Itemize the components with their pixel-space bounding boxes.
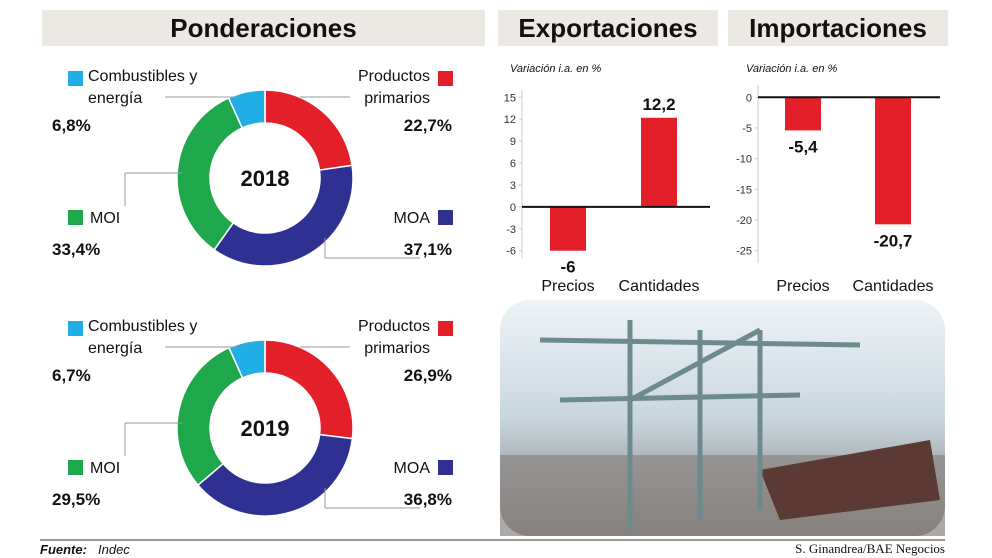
y-tick-label: -25 xyxy=(736,246,752,258)
legend-swatch xyxy=(438,321,453,336)
port-photo xyxy=(500,300,945,536)
source: Indec xyxy=(98,542,130,557)
y-tick-label: 0 xyxy=(510,202,516,214)
y-tick-label: 9 xyxy=(510,136,516,148)
value-label: -20,7 xyxy=(874,231,913,250)
y-tick-label: -5 xyxy=(742,123,752,135)
y-tick-label: 15 xyxy=(504,92,516,104)
bar xyxy=(641,117,677,207)
y-tick-label: -20 xyxy=(736,215,752,227)
value-label: 26,9% xyxy=(403,366,452,385)
legend-swatch xyxy=(438,71,453,86)
bar xyxy=(785,97,821,131)
legend-swatch xyxy=(68,210,83,225)
legend-swatch xyxy=(68,71,83,86)
center-label: 2019 xyxy=(241,416,290,441)
y-tick-label: -6 xyxy=(506,246,516,258)
chart-title: Importaciones xyxy=(728,10,948,46)
y-tick-label: 12 xyxy=(504,114,516,126)
value-label: 12,2 xyxy=(642,95,675,114)
category-label: MOI xyxy=(90,210,121,227)
value-label: -5,4 xyxy=(788,137,818,156)
x-tick-label: Cantidades xyxy=(853,278,934,295)
value-label: -6 xyxy=(560,258,575,277)
legend-swatch xyxy=(438,210,453,225)
legend-swatch xyxy=(68,460,83,475)
source-label: Fuente: xyxy=(40,542,87,557)
donut-segment xyxy=(196,433,354,517)
value-label: 33,4% xyxy=(52,240,101,259)
x-tick-label: Precios xyxy=(776,278,829,295)
legend-swatch xyxy=(68,321,83,336)
y-tick-label: 0 xyxy=(746,92,752,104)
category-label: MOA xyxy=(393,460,430,477)
bar xyxy=(875,97,911,225)
y-tick-label: -3 xyxy=(506,224,516,236)
chart-subtitle: Variación i.a. en % xyxy=(510,63,602,75)
category-label: MOA xyxy=(393,210,430,227)
category-label: Combustibles y energía xyxy=(88,318,198,357)
bar xyxy=(550,206,586,251)
value-label: 6,7% xyxy=(52,366,91,385)
value-label: 22,7% xyxy=(403,116,452,135)
y-tick-label: -15 xyxy=(736,184,752,196)
y-tick-label: 6 xyxy=(510,158,516,170)
center-label: 2018 xyxy=(241,166,290,191)
donut-segment xyxy=(176,96,244,251)
x-tick-label: Precios xyxy=(541,278,594,295)
category-label: Productos primarios xyxy=(357,318,430,357)
y-tick-label: -10 xyxy=(736,154,752,166)
value-label: 37,1% xyxy=(403,240,452,259)
category-label: MOI xyxy=(90,460,121,477)
y-tick-label: 3 xyxy=(510,180,516,192)
credit: S. Ginandrea/BAE Negocios xyxy=(795,541,945,556)
x-tick-label: Cantidades xyxy=(619,278,700,295)
donut-segment xyxy=(213,164,354,267)
donut-segment xyxy=(228,339,266,379)
value-label: 36,8% xyxy=(403,490,452,509)
donut-segment xyxy=(227,89,266,129)
section-title: Ponderaciones xyxy=(42,10,485,46)
value-label: 6,8% xyxy=(52,116,91,135)
donut-segment xyxy=(176,346,244,487)
legend-swatch xyxy=(438,460,453,475)
chart-title: Exportaciones xyxy=(498,10,718,46)
category-label: Combustibles y energía xyxy=(88,68,198,107)
value-label: 29,5% xyxy=(52,490,101,509)
chart-subtitle: Variación i.a. en % xyxy=(746,63,838,75)
category-label: Productos primarios xyxy=(357,68,430,107)
